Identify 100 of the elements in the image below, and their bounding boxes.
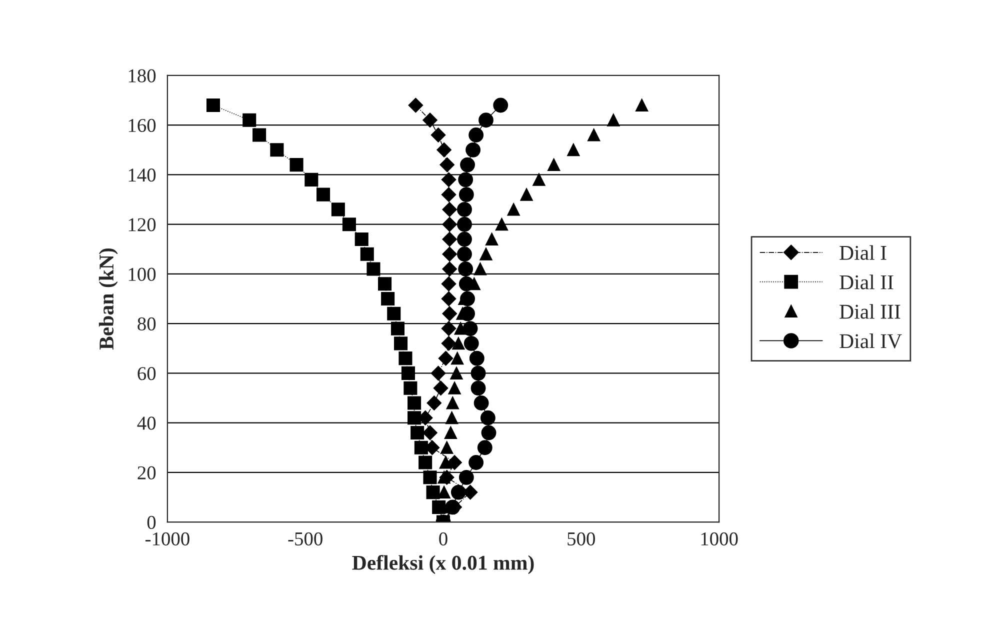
point bbox=[423, 470, 437, 484]
point bbox=[468, 128, 484, 142]
point bbox=[441, 321, 456, 336]
point bbox=[408, 411, 422, 425]
legend-label: Dial II bbox=[840, 274, 894, 290]
point bbox=[401, 366, 415, 380]
point bbox=[304, 172, 318, 186]
point bbox=[458, 172, 474, 188]
point bbox=[460, 291, 475, 306]
x-axis-title: Defleksi (x 0.01 mm) bbox=[352, 554, 534, 574]
point bbox=[316, 188, 330, 202]
point bbox=[478, 112, 494, 128]
y-tick-label: 20 bbox=[138, 466, 156, 480]
point bbox=[450, 484, 466, 500]
point bbox=[567, 144, 580, 156]
point bbox=[433, 380, 448, 396]
point bbox=[470, 380, 486, 396]
point bbox=[441, 276, 456, 292]
point bbox=[414, 440, 428, 454]
point bbox=[366, 262, 380, 276]
point bbox=[447, 455, 462, 470]
point bbox=[460, 306, 475, 322]
point bbox=[458, 262, 474, 276]
point bbox=[398, 352, 412, 366]
point bbox=[422, 112, 438, 128]
point bbox=[410, 426, 424, 440]
point bbox=[507, 203, 520, 216]
point bbox=[270, 143, 284, 157]
point bbox=[342, 218, 356, 232]
point bbox=[470, 366, 486, 381]
point bbox=[430, 366, 446, 381]
point bbox=[426, 486, 440, 500]
point bbox=[438, 471, 450, 484]
point bbox=[408, 98, 424, 113]
point bbox=[451, 352, 464, 365]
point bbox=[474, 262, 486, 276]
point bbox=[408, 396, 422, 410]
point bbox=[458, 187, 474, 202]
point bbox=[446, 412, 458, 424]
point bbox=[458, 470, 474, 485]
legend-label: Dial IV bbox=[840, 334, 902, 348]
point bbox=[441, 172, 456, 188]
y-axis-title: Beban (kN) bbox=[98, 248, 118, 350]
point bbox=[480, 410, 496, 426]
y-tick-label: 0 bbox=[147, 516, 156, 530]
legend-label: Dial I bbox=[840, 245, 886, 260]
point bbox=[442, 216, 457, 232]
point bbox=[442, 306, 457, 322]
point bbox=[493, 98, 508, 113]
point bbox=[442, 246, 457, 262]
y-tick-label: 120 bbox=[128, 218, 156, 232]
y-tick-label: 180 bbox=[128, 69, 156, 82]
point bbox=[495, 218, 508, 231]
point bbox=[430, 128, 446, 142]
point bbox=[480, 248, 492, 260]
point bbox=[457, 232, 472, 247]
point bbox=[548, 158, 560, 172]
point bbox=[457, 202, 472, 217]
point bbox=[439, 456, 452, 469]
point bbox=[354, 232, 368, 246]
point bbox=[441, 336, 456, 351]
y-tick-label: 60 bbox=[138, 367, 156, 380]
point bbox=[442, 262, 457, 276]
point bbox=[440, 157, 455, 172]
y-tick-label: 100 bbox=[128, 268, 156, 281]
point bbox=[426, 396, 442, 410]
point bbox=[474, 396, 489, 410]
point bbox=[481, 425, 496, 440]
point bbox=[387, 306, 401, 320]
point bbox=[462, 321, 478, 336]
point bbox=[422, 425, 438, 440]
point bbox=[486, 232, 498, 246]
point bbox=[331, 202, 345, 216]
point bbox=[378, 277, 392, 291]
point bbox=[418, 456, 432, 470]
point bbox=[532, 173, 546, 186]
point bbox=[290, 158, 304, 172]
point bbox=[441, 187, 456, 202]
point bbox=[444, 426, 457, 439]
y-tick-label: 40 bbox=[137, 416, 156, 430]
point bbox=[458, 276, 474, 292]
point bbox=[404, 381, 418, 395]
point bbox=[446, 396, 459, 410]
point bbox=[206, 98, 220, 112]
y-tick-label: 140 bbox=[128, 168, 156, 182]
point bbox=[457, 216, 472, 232]
point bbox=[448, 382, 461, 394]
point bbox=[469, 350, 484, 366]
point bbox=[441, 291, 456, 306]
x-tick-label: -1000 bbox=[145, 532, 190, 546]
point bbox=[381, 292, 395, 306]
x-tick-label: 0 bbox=[439, 532, 448, 546]
y-tick-label: 80 bbox=[138, 317, 156, 331]
point bbox=[390, 322, 405, 336]
point bbox=[460, 157, 475, 172]
x-tick-label: -500 bbox=[288, 532, 322, 546]
point bbox=[457, 246, 472, 262]
point bbox=[440, 441, 454, 454]
point bbox=[394, 336, 408, 350]
point bbox=[520, 188, 533, 201]
